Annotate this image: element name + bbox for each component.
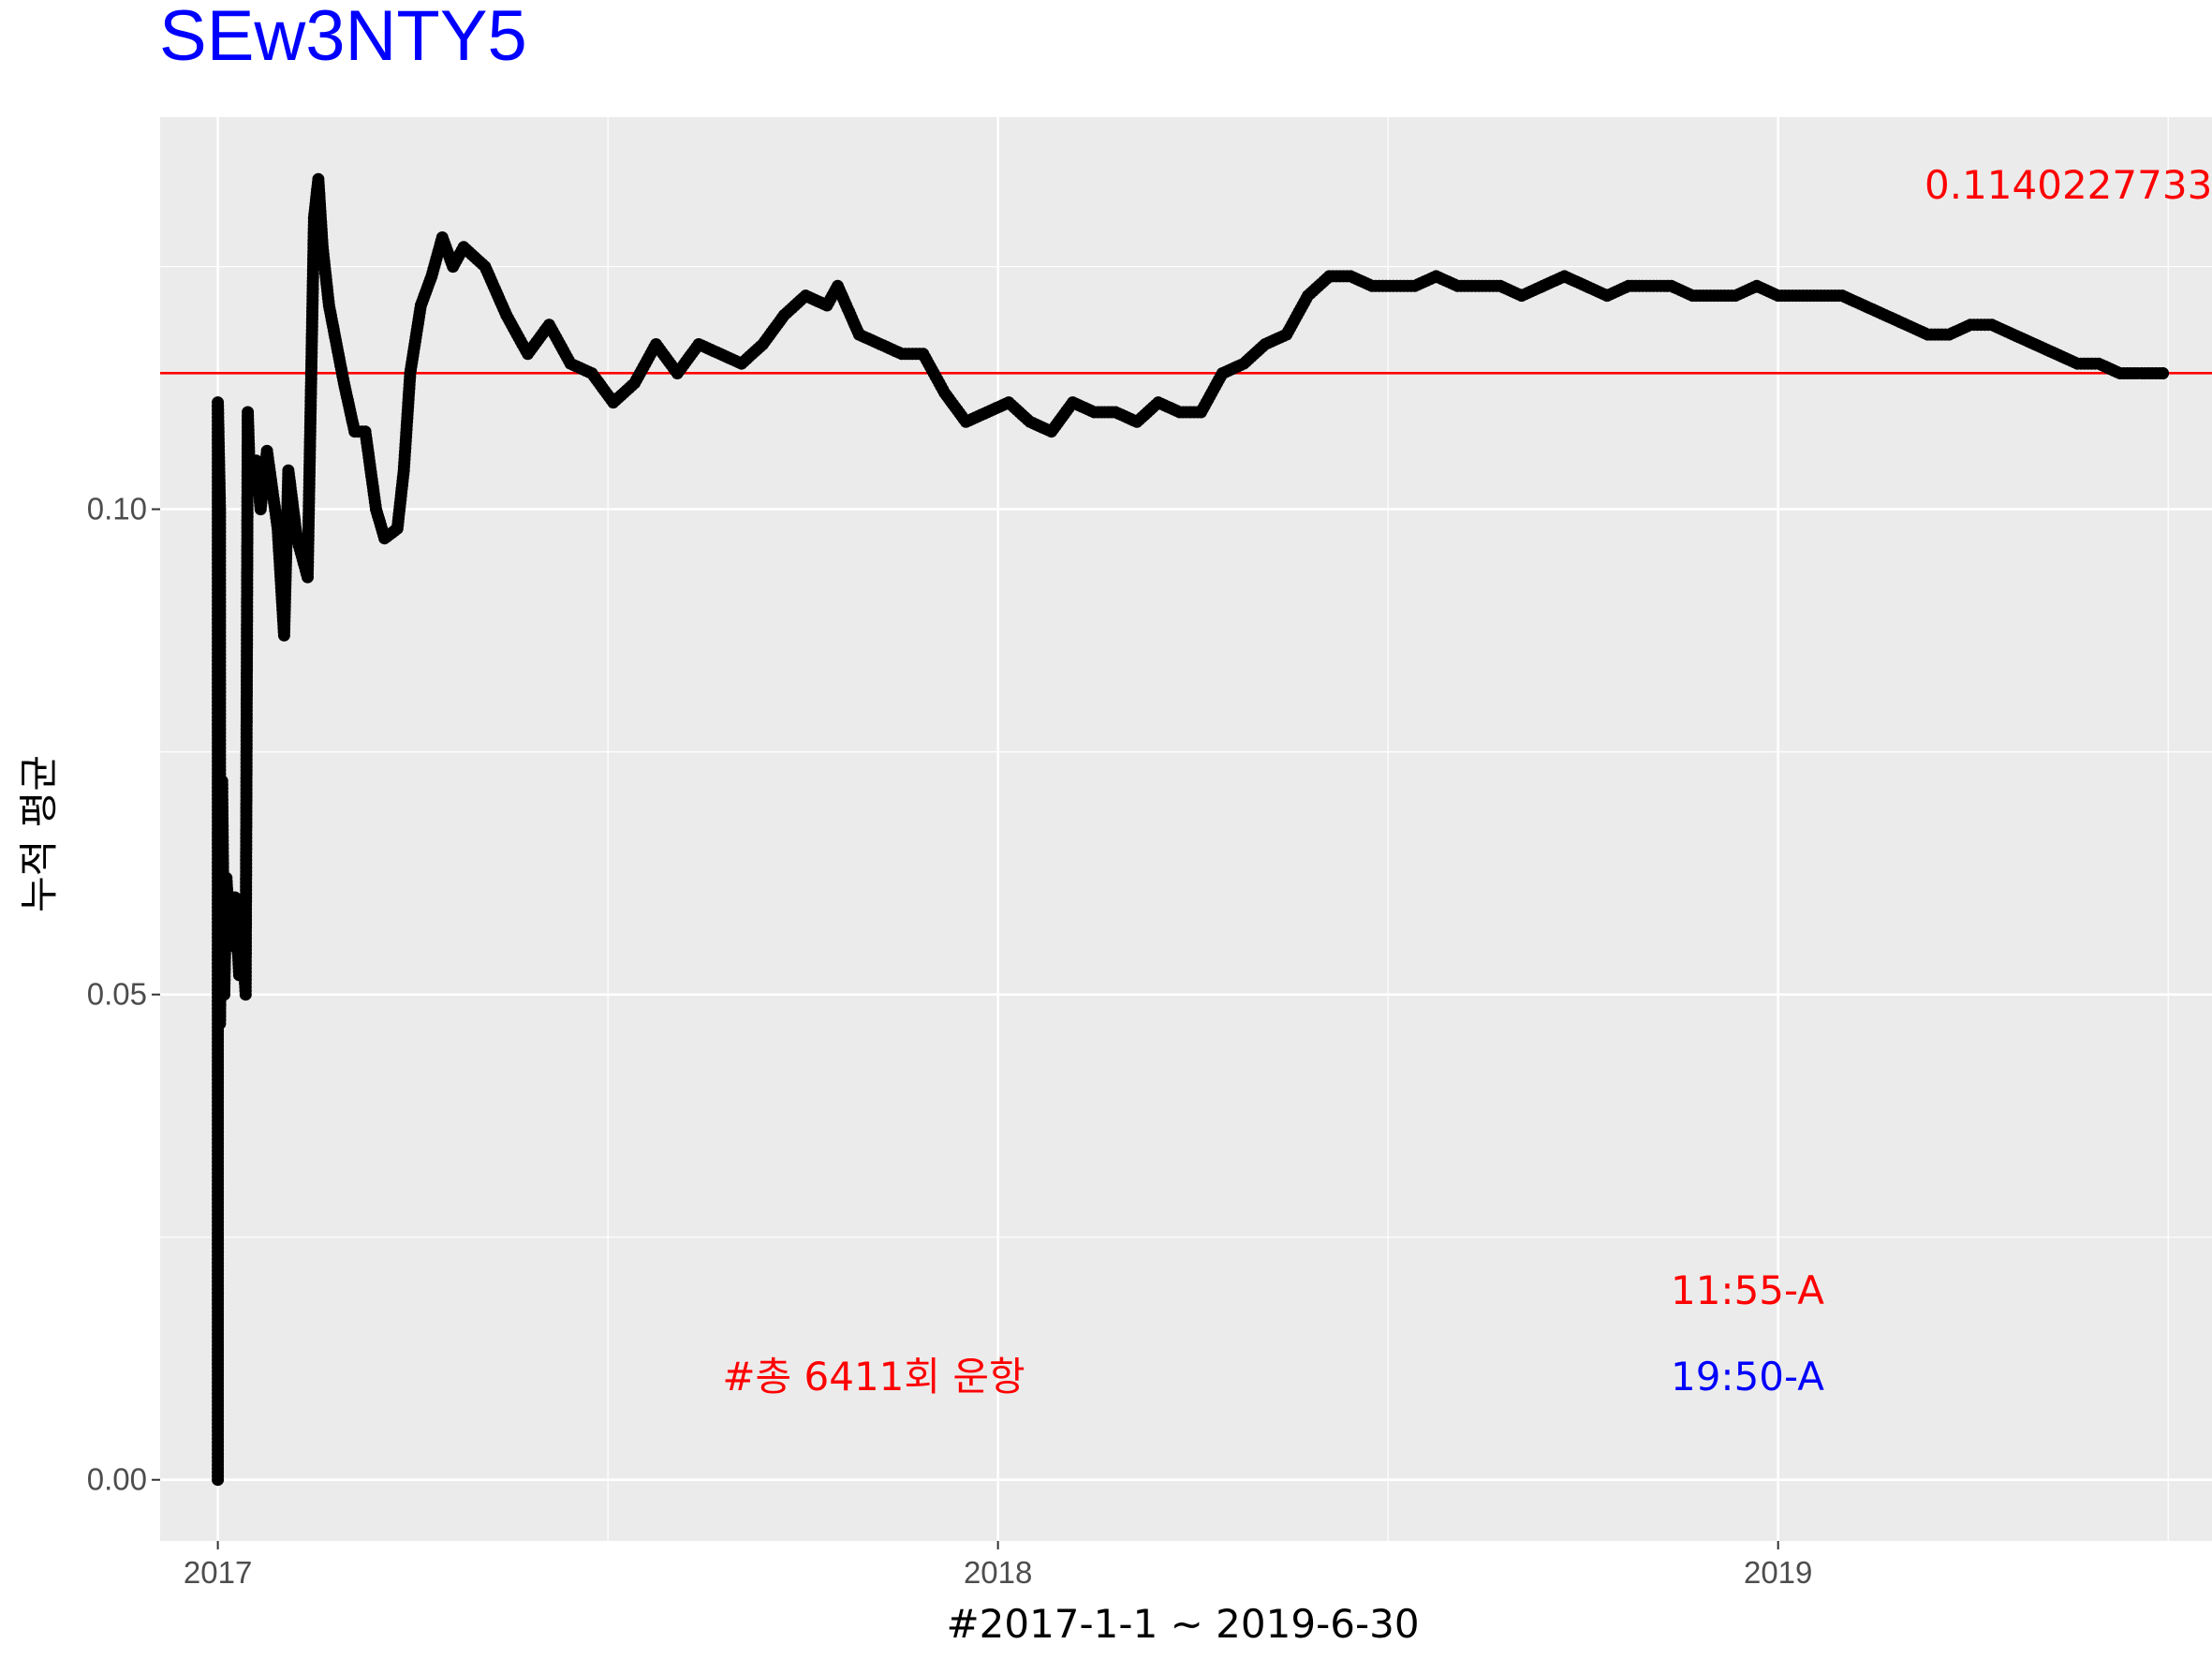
- x-axis-title: #2017-1-1 ~ 2019-6-30: [946, 1601, 1419, 1647]
- mean-value-label: 0.1140227733: [1924, 162, 2212, 208]
- axes: 0.00 0.05 0.10 2017 2018 2019: [87, 492, 1813, 1590]
- chart-title: SEw3NTY5: [159, 0, 527, 76]
- data-point: [2157, 367, 2169, 379]
- time-label-red: 11:55-A: [1671, 1267, 1824, 1313]
- time-label-blue: 19:50-A: [1671, 1354, 1824, 1400]
- y-axis-title: 누적 평균: [16, 755, 62, 912]
- series-line: [212, 172, 2169, 1487]
- y-tick-label: 0.00: [87, 1462, 147, 1497]
- x-tick-label: 2019: [1744, 1555, 1812, 1590]
- y-tick-label: 0.10: [87, 492, 147, 526]
- x-tick-label: 2017: [184, 1555, 252, 1590]
- x-tick-label: 2018: [964, 1555, 1032, 1590]
- plot-panel: [160, 117, 2212, 1541]
- total-flights-label: #총 6411회 운항: [722, 1354, 1025, 1400]
- y-tick-label: 0.05: [87, 977, 147, 1012]
